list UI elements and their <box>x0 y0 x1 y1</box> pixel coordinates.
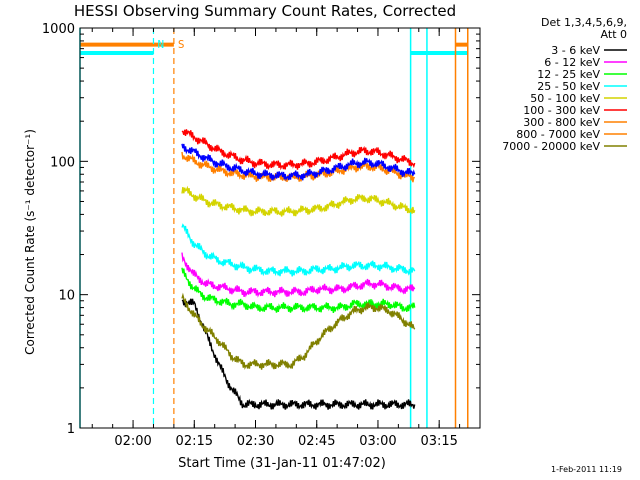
marker-label: N <box>157 38 164 51</box>
legend-label: 6 - 12 keV <box>544 56 600 69</box>
x-tick-label: 03:00 <box>359 434 396 449</box>
x-tick-label: 02:15 <box>176 434 213 449</box>
y-tick-label: 1000 <box>42 22 75 37</box>
legend-label: 100 - 300 keV <box>523 104 600 117</box>
x-axis-label: Start Time (31-Jan-11 01:47:02) <box>178 456 386 471</box>
footer-date: 1-Feb-2011 11:19 <box>551 465 622 474</box>
x-tick-label: 02:45 <box>298 434 335 449</box>
legend-label: 7000 - 20000 keV <box>502 140 600 153</box>
series-line <box>181 185 416 217</box>
series-line <box>181 143 416 182</box>
y-axis-label: Corrected Count Rate (s⁻¹ detector⁻¹) <box>23 129 37 355</box>
x-tick-label: 03:15 <box>420 434 457 449</box>
legend-header-line-1: Det 1,3,4,5,6,9, <box>541 16 627 29</box>
series-line <box>181 267 416 314</box>
legend-label: 300 - 800 keV <box>523 116 600 129</box>
series-line <box>181 298 416 410</box>
plot-frame <box>79 27 481 429</box>
series-line <box>181 129 416 171</box>
legend-label: 800 - 7000 keV <box>516 128 600 141</box>
series-line <box>181 223 416 277</box>
y-tick-label: 10 <box>58 289 75 304</box>
x-axis: 02:00 02:15 02:30 02:45 03:00 03:15 <box>91 28 481 449</box>
series-lines <box>181 129 416 410</box>
chart-title: HESSI Observing Summary Count Rates, Cor… <box>74 2 456 20</box>
y-tick-label: 1 <box>67 422 75 437</box>
marker-label: S <box>178 38 185 51</box>
x-tick-label: 02:00 <box>114 434 151 449</box>
top-state-bars <box>80 42 468 55</box>
x-tick-label: 02:30 <box>237 434 274 449</box>
series-line <box>181 252 416 298</box>
legend-label: 50 - 100 keV <box>530 92 600 105</box>
legend-label: 12 - 25 keV <box>537 68 600 81</box>
y-tick-label: 100 <box>50 155 75 170</box>
y-axis: 1 10 100 1000 <box>42 22 480 437</box>
legend-label: 25 - 50 keV <box>537 80 600 93</box>
series-line <box>181 292 416 370</box>
legend-header-line-2: Att 0 <box>601 28 627 41</box>
legend-label: 3 - 6 keV <box>551 44 600 57</box>
